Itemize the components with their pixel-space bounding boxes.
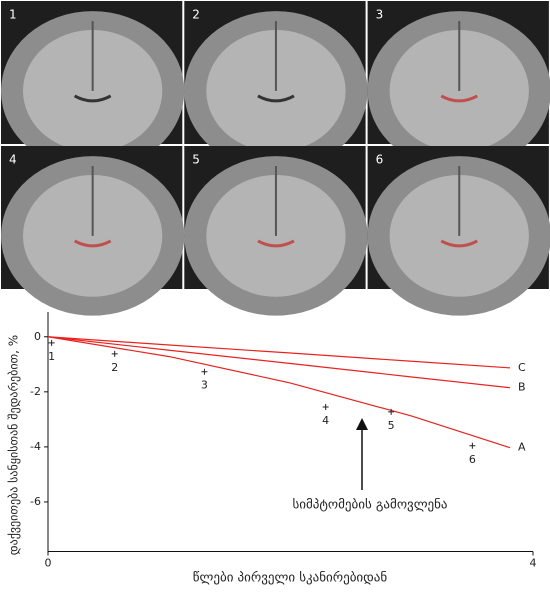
point-label: 1: [48, 350, 55, 363]
y-axis-label: დაქვეითება სანყისთან შედარებით, %: [7, 335, 21, 555]
point-label: 5: [388, 419, 395, 432]
x-axis-label: წლები პირველი სკანირებიდან: [193, 571, 388, 586]
point: [49, 340, 55, 346]
panel-number: 4: [9, 153, 17, 167]
x-tick-label: 0: [45, 557, 52, 570]
series-label: B: [518, 381, 526, 394]
point-label: 2: [111, 361, 118, 374]
y-tick-label: -2: [30, 385, 41, 398]
point: [323, 404, 329, 410]
panel-number: 2: [192, 8, 200, 22]
point-label: 4: [322, 414, 329, 427]
x-tick-label: 4: [530, 557, 537, 570]
series-label: C: [518, 361, 526, 374]
series-label: A: [518, 441, 526, 454]
y-tick-label: 0: [34, 330, 41, 343]
point-label: 3: [201, 379, 208, 392]
panel-number: 3: [376, 8, 384, 22]
annotation: სიმპტომების გამოვლენა: [292, 498, 447, 513]
y-tick-label: -4: [30, 440, 41, 453]
panel-number: 5: [192, 153, 200, 167]
point: [112, 351, 118, 357]
panel-number: 6: [376, 153, 384, 167]
point: [201, 369, 207, 375]
y-tick-label: -6: [30, 495, 41, 508]
panel-grid: 1 2 3 4 5 6: [1, 1, 550, 316]
figure: 1 2 3 4 5 6 სიმპტომების გამოვლენა წლები პირვე…: [0, 0, 550, 595]
point: [469, 443, 475, 449]
point-label: 6: [469, 453, 476, 466]
page: 1 2 3 4 5 6 სიმპტომების გამოვლენა წლები პირვე…: [0, 0, 550, 595]
panel-number: 1: [9, 8, 17, 22]
